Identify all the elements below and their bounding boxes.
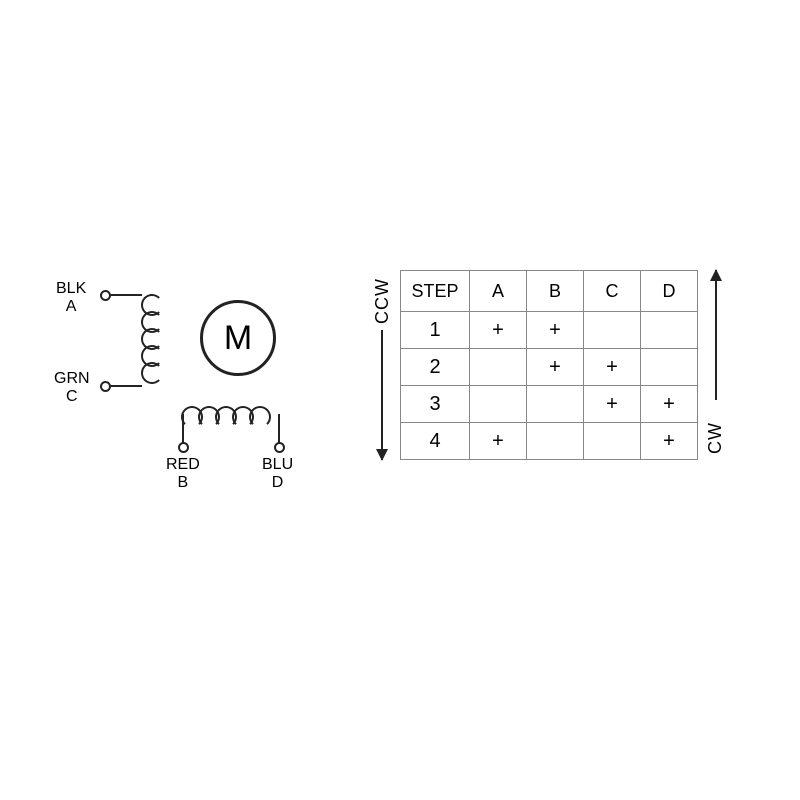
table-row: 3 + + <box>401 386 698 423</box>
cell-step: 3 <box>401 386 470 423</box>
step-table-body: 1 + + 2 + + 3 + + <box>401 312 698 460</box>
cell-b <box>527 386 584 423</box>
wire-label-a: BLK A <box>56 280 86 316</box>
wire-phase-b: B <box>178 474 189 491</box>
cell-b: + <box>527 349 584 386</box>
cell-c: + <box>584 349 641 386</box>
step-sequence-table: STEP A B C D 1 + + 2 + <box>400 270 698 460</box>
col-header-a: A <box>470 271 527 312</box>
cw-label: CW <box>705 422 726 454</box>
cell-a: + <box>470 423 527 460</box>
motor-schematic: BLK A GRN C M <box>30 280 350 530</box>
coil-bd <box>185 403 275 431</box>
cell-b: + <box>527 312 584 349</box>
lead-b <box>182 414 184 444</box>
wire-color-a: BLK <box>56 280 86 297</box>
diagram-canvas: BLK A GRN C M <box>0 0 800 800</box>
wire-phase-d: D <box>272 474 284 491</box>
step-table-region: CCW CW STEP A B C D 1 + + <box>400 270 698 460</box>
table-header-row: STEP A B C D <box>401 271 698 312</box>
wire-label-d: BLU D <box>262 456 293 492</box>
cell-c: + <box>584 386 641 423</box>
ccw-arrow-icon <box>381 330 383 460</box>
ccw-label: CCW <box>372 278 393 324</box>
wire-phase-a: A <box>66 298 77 315</box>
wire-label-b: RED B <box>166 456 200 492</box>
cell-a <box>470 349 527 386</box>
motor-symbol: M <box>200 300 276 376</box>
cell-c <box>584 423 641 460</box>
wire-phase-c: C <box>66 388 78 405</box>
wire-label-c: GRN C <box>54 370 90 406</box>
col-header-step: STEP <box>401 271 470 312</box>
lead-a <box>110 294 142 296</box>
cell-c <box>584 312 641 349</box>
coil-ac <box>138 298 166 388</box>
cell-a <box>470 386 527 423</box>
table-row: 1 + + <box>401 312 698 349</box>
cell-step: 4 <box>401 423 470 460</box>
cell-d: + <box>641 386 698 423</box>
cell-d <box>641 312 698 349</box>
table-row: 4 + + <box>401 423 698 460</box>
wire-color-c: GRN <box>54 370 90 387</box>
table-row: 2 + + <box>401 349 698 386</box>
cell-d <box>641 349 698 386</box>
cell-b <box>527 423 584 460</box>
cw-arrow-icon <box>715 270 717 400</box>
col-header-d: D <box>641 271 698 312</box>
motor-letter: M <box>224 319 252 357</box>
wire-color-d: BLU <box>262 456 293 473</box>
cell-d: + <box>641 423 698 460</box>
col-header-b: B <box>527 271 584 312</box>
cell-step: 2 <box>401 349 470 386</box>
col-header-c: C <box>584 271 641 312</box>
lead-d <box>278 414 280 444</box>
cell-step: 1 <box>401 312 470 349</box>
cell-a: + <box>470 312 527 349</box>
wire-color-b: RED <box>166 456 200 473</box>
